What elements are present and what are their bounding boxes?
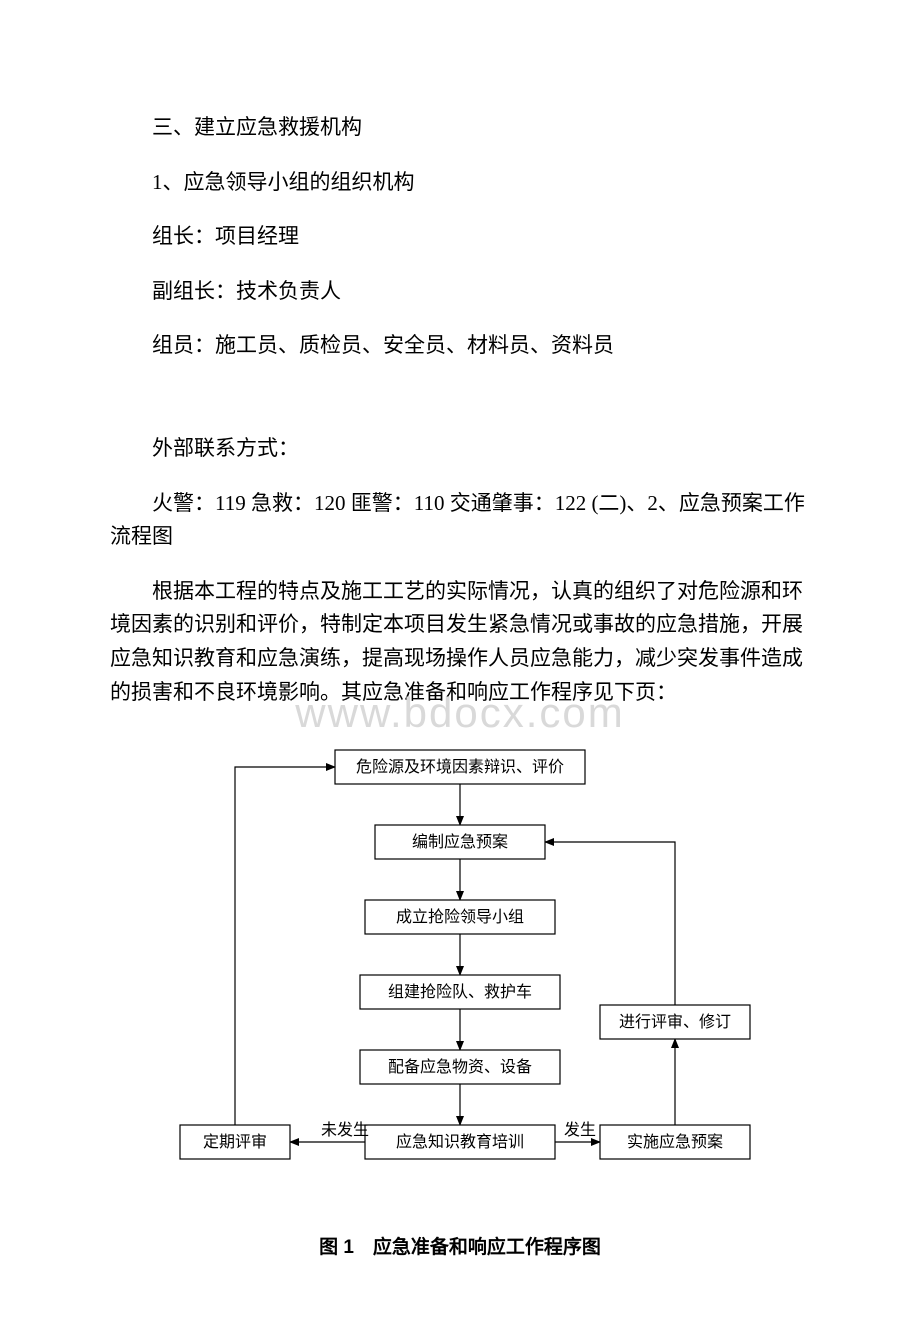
paragraph-members: 组员：施工员、质检员、安全员、材料员、资料员 [110,329,810,363]
paragraph-hotlines: 火警：119 急救：120 匪警：110 交通肇事：122 (二)、2、应急预案… [110,487,810,554]
flow-node-n8: 实施应急预案 [600,1125,750,1159]
document-page: 三、建立应急救援机构 1、应急领导小组的组织机构 组长：项目经理 副组长：技术负… [0,0,920,1319]
flow-node-n9: 进行评审、修订 [600,1005,750,1039]
blank-spacer [110,381,810,411]
svg-text:编制应急预案: 编制应急预案 [412,832,508,851]
svg-text:危险源及环境因素辩识、评价: 危险源及环境因素辩识、评价 [356,757,564,776]
flow-node-n3: 成立抢险领导小组 [365,900,555,934]
flow-node-n4: 组建抢险队、救护车 [360,975,560,1009]
paragraph-external-title: 外部联系方式： [110,432,810,466]
svg-text:定期评审: 定期评审 [203,1133,267,1151]
flow-node-n2: 编制应急预案 [375,825,545,859]
svg-text:组建抢险队、救护车: 组建抢险队、救护车 [388,983,532,1001]
flow-node-n5: 配备应急物资、设备 [360,1050,560,1084]
svg-text:进行评审、修订: 进行评审、修订 [619,1013,731,1031]
svg-text:实施应急预案: 实施应急预案 [627,1132,723,1151]
flowchart-container: 危险源及环境因素辩识、评价编制应急预案成立抢险领导小组组建抢险队、救护车配备应急… [150,747,770,1259]
flowchart-caption: 图 1 应急准备和响应工作程序图 [150,1232,770,1259]
flow-node-n6: 应急知识教育培训 [365,1125,555,1159]
paragraph-heading-3: 三、建立应急救援机构 [110,111,810,145]
paragraph-deputy: 副组长：技术负责人 [110,275,810,309]
flow-edge-label: 未发生 [321,1121,369,1139]
svg-text:应急知识教育培训: 应急知识教育培训 [396,1132,524,1151]
svg-text:成立抢险领导小组: 成立抢险领导小组 [396,908,524,926]
flow-edge-n7-n1 [235,767,335,1125]
flow-edge-n9-n2 [545,842,675,1005]
svg-text:配备应急物资、设备: 配备应急物资、设备 [388,1057,532,1076]
paragraph-description: 根据本工程的特点及施工工艺的实际情况，认真的组织了对危险源和环境因素的识别和评价… [110,575,810,709]
flow-node-n1: 危险源及环境因素辩识、评价 [335,750,585,784]
flow-edge-label: 发生 [564,1121,596,1139]
flowchart-svg: 危险源及环境因素辩识、评价编制应急预案成立抢险领导小组组建抢险队、救护车配备应急… [150,747,770,1197]
paragraph-leader: 组长：项目经理 [110,220,810,254]
flow-node-n7: 定期评审 [180,1125,290,1159]
paragraph-item-1: 1、应急领导小组的组织机构 [110,166,810,200]
